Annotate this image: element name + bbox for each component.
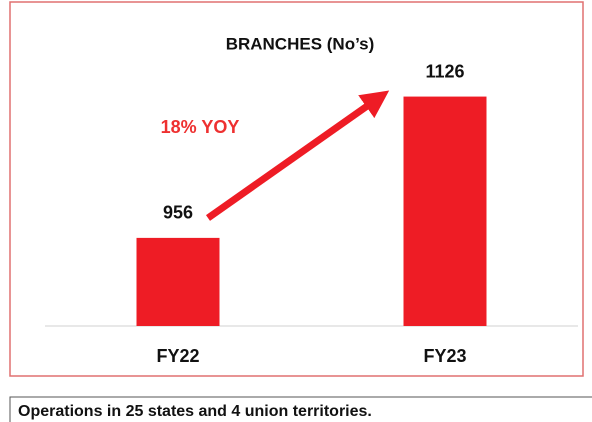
annotation: 18% YOY bbox=[161, 117, 240, 137]
chart-title: BRANCHES (No’s) bbox=[226, 34, 375, 53]
footnote: Operations in 25 states and 4 union terr… bbox=[18, 403, 372, 420]
bar bbox=[403, 96, 487, 326]
chart-frame bbox=[9, 1, 584, 377]
footnote-box bbox=[9, 396, 592, 422]
growth-arrow bbox=[205, 90, 390, 221]
x-tick-label: FY23 bbox=[423, 346, 466, 366]
x-tick-label: FY22 bbox=[156, 346, 199, 366]
bar bbox=[136, 237, 220, 326]
value-label: 1126 bbox=[425, 61, 464, 81]
value-label: 956 bbox=[163, 203, 193, 223]
